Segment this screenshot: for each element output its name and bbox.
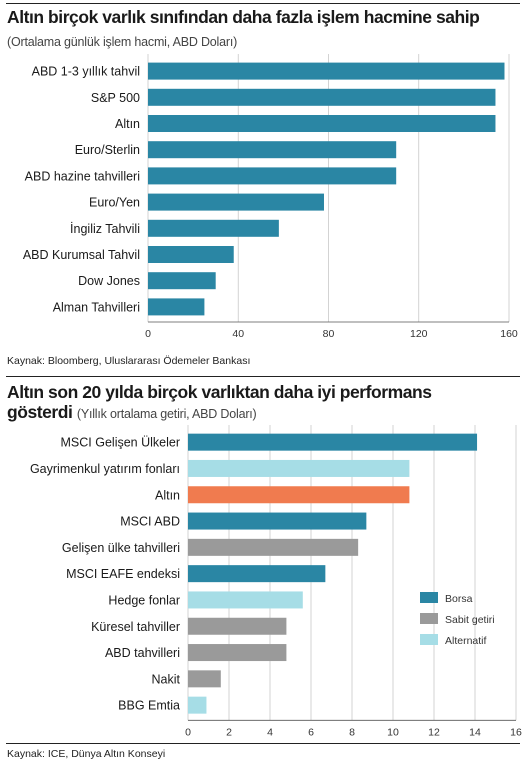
chart2-tick-label: 16: [510, 726, 522, 738]
chart1-category-label: S&P 500: [91, 91, 140, 105]
chart2-subtitle: (Yıllık ortalama getiri, ABD Doları): [76, 407, 257, 421]
chart1-tick-label: 40: [232, 328, 244, 340]
chart2-legend-swatch: [420, 634, 438, 645]
chart1-category-label: ABD 1-3 yıllık tahvil: [32, 65, 140, 79]
chart2-bar: [188, 617, 287, 635]
chart2-title-line1: Altın son 20 yılda birçok varlıktan daha…: [7, 382, 432, 402]
chart1-bar: [148, 219, 279, 237]
chart2-tick-label: 10: [387, 726, 399, 738]
chart2-tick-label: 0: [185, 726, 191, 738]
chart2-title-line2: gösterdi (Yıllık ortalama getiri, ABD Do…: [7, 402, 257, 423]
chart1-category-label: ABD hazine tahvilleri: [25, 169, 140, 183]
chart2-bar: [188, 565, 326, 583]
chart1-plot: ABD 1-3 yıllık tahvil S&P 500 Altın Euro/St…: [23, 54, 518, 340]
chart1-category-label: Dow Jones: [78, 274, 140, 288]
chart2-legend-swatch: [420, 613, 438, 624]
chart2-bar: [188, 696, 207, 714]
chart2-category-label: Altın: [155, 488, 180, 502]
chart2-legend-swatch: [420, 592, 438, 603]
chart2-bar: [188, 644, 287, 662]
chart1-source: Kaynak: Bloomberg, Uluslararası Ödemeler…: [7, 355, 251, 367]
chart2-tick-label: 8: [349, 726, 355, 738]
chart2-tick-label: 2: [226, 726, 232, 738]
chart1-tick-label: 120: [410, 328, 428, 340]
chart1-tick-label: 0: [145, 328, 151, 340]
top-rule: [6, 3, 520, 4]
chart2-bar: [188, 538, 359, 556]
chart1-title: Altın birçok varlık sınıfından daha fazl…: [7, 7, 480, 27]
chart1-category-label: Altın: [115, 117, 140, 131]
chart2-title-line2-text: gösterdi: [7, 402, 73, 422]
chart2-legend-label: Alternatif: [445, 635, 487, 647]
chart1-category-label: Alman Tahvilleri: [53, 300, 140, 314]
chart2-category-label: Gayrimenkul yatırım fonları: [30, 462, 180, 476]
chart2-category-label: Nakit: [152, 672, 181, 686]
chart2-bar: [188, 459, 410, 477]
chart1-bar: [148, 193, 324, 211]
chart1-bar: [148, 167, 397, 185]
chart2-legend-label: Borsa: [445, 593, 473, 605]
chart1-bar: [148, 115, 496, 132]
chart1-bar: [148, 62, 505, 80]
chart1-category-label: Euro/Sterlin: [75, 143, 140, 157]
chart2-tick-label: 12: [428, 726, 440, 738]
chart2-bar: [188, 512, 367, 530]
chart2-bar: [188, 591, 303, 609]
chart1-bar: [148, 88, 496, 106]
chart2-category-label: BBG Emtia: [118, 699, 180, 713]
chart2-tick-label: 14: [469, 726, 481, 738]
chart1-subtitle: (Ortalama günlük işlem hacmi, ABD Doları…: [7, 35, 238, 49]
chart1-bar: [148, 246, 234, 263]
chart1-bar: [148, 272, 216, 290]
chart2-category-label: MSCI EAFE endeksi: [66, 567, 180, 581]
chart1-tick-label: 160: [500, 328, 518, 340]
chart2-source: Kaynak: ICE, Dünya Altın Konseyi: [7, 748, 166, 760]
chart2-category-label: Hedge fonlar: [108, 593, 180, 607]
chart2-bar: [188, 433, 478, 451]
chart2-legend-label: Sabit getiri: [445, 614, 495, 626]
chart1-category-label: Euro/Yen: [89, 196, 140, 210]
chart1-category-label: ABD Kurumsal Tahvil: [23, 248, 140, 262]
chart1-tick-label: 80: [323, 328, 335, 340]
section-rule: [6, 376, 520, 377]
chart2-category-label: Gelişen ülke tahvilleri: [62, 541, 180, 555]
chart2-tick-label: 6: [308, 726, 314, 738]
chart2-category-label: ABD tahvilleri: [105, 646, 180, 660]
chart2-category-label: MSCI Gelişen Ülkeler: [61, 436, 180, 450]
chart2-category-label: MSCI ABD: [120, 515, 180, 529]
bottom-rule: [6, 743, 520, 744]
chart2-tick-label: 4: [267, 726, 273, 738]
chart1-bar: [148, 141, 397, 159]
chart2-bar: [188, 670, 221, 688]
chart2-bar: [188, 486, 410, 504]
chart2-category-label: Küresel tahviller: [91, 620, 180, 634]
chart1-category-label: İngiliz Tahvili: [70, 222, 140, 236]
chart1-bar: [148, 298, 205, 316]
chart2-plot: MSCI Gelişen Ülkeler Gayrimenkul yatırım …: [30, 425, 522, 738]
